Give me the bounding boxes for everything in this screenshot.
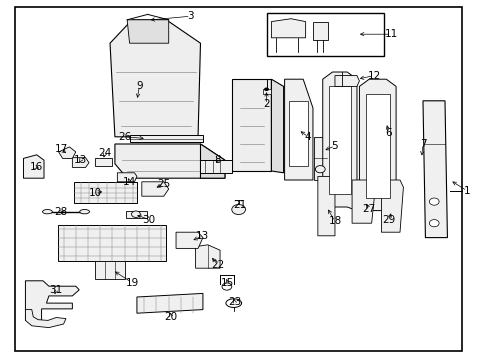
Circle shape xyxy=(315,166,325,173)
Polygon shape xyxy=(284,79,312,180)
Polygon shape xyxy=(72,158,89,167)
Text: 3: 3 xyxy=(187,11,194,21)
Text: 4: 4 xyxy=(304,132,311,142)
Text: 20: 20 xyxy=(164,312,177,322)
Polygon shape xyxy=(312,22,327,40)
Text: 9: 9 xyxy=(136,81,142,91)
Ellipse shape xyxy=(80,210,89,214)
Text: 23: 23 xyxy=(227,297,241,307)
Text: 19: 19 xyxy=(125,278,139,288)
Polygon shape xyxy=(313,137,326,180)
Circle shape xyxy=(131,211,140,217)
Polygon shape xyxy=(200,144,224,178)
Polygon shape xyxy=(129,135,203,142)
Bar xyxy=(263,89,270,94)
Polygon shape xyxy=(58,225,166,261)
Text: 31: 31 xyxy=(49,285,63,295)
Polygon shape xyxy=(25,281,79,320)
Polygon shape xyxy=(95,261,124,279)
Polygon shape xyxy=(288,101,307,166)
Polygon shape xyxy=(110,20,200,137)
Text: 28: 28 xyxy=(54,207,68,217)
Polygon shape xyxy=(127,20,168,43)
Text: 6: 6 xyxy=(385,128,391,138)
Text: 13: 13 xyxy=(196,231,209,241)
Text: 10: 10 xyxy=(89,188,102,198)
Polygon shape xyxy=(74,182,137,203)
Text: 8: 8 xyxy=(214,155,221,165)
Text: 7: 7 xyxy=(419,139,426,149)
Polygon shape xyxy=(232,79,271,171)
Polygon shape xyxy=(115,144,224,178)
Polygon shape xyxy=(176,232,203,248)
Polygon shape xyxy=(322,72,356,209)
Text: 2: 2 xyxy=(263,99,269,109)
Polygon shape xyxy=(422,101,447,238)
Polygon shape xyxy=(117,173,137,182)
Text: 13: 13 xyxy=(74,155,87,165)
Polygon shape xyxy=(126,211,146,218)
Circle shape xyxy=(231,204,245,215)
Polygon shape xyxy=(271,19,305,38)
Text: 5: 5 xyxy=(331,141,338,151)
Circle shape xyxy=(428,198,438,205)
Text: 12: 12 xyxy=(366,71,380,81)
Polygon shape xyxy=(142,182,168,196)
Polygon shape xyxy=(195,245,220,268)
Polygon shape xyxy=(381,180,403,232)
Polygon shape xyxy=(365,94,389,198)
Polygon shape xyxy=(23,155,44,178)
Polygon shape xyxy=(59,147,76,158)
Text: 29: 29 xyxy=(381,215,395,225)
Circle shape xyxy=(222,283,231,290)
Ellipse shape xyxy=(42,210,52,214)
Text: 1: 1 xyxy=(463,186,469,196)
Text: 30: 30 xyxy=(142,215,155,225)
Text: 27: 27 xyxy=(362,204,375,214)
Text: 11: 11 xyxy=(384,29,397,39)
Text: 26: 26 xyxy=(118,132,131,142)
Polygon shape xyxy=(199,160,232,173)
Polygon shape xyxy=(317,176,334,236)
Text: 18: 18 xyxy=(327,216,341,226)
Text: 16: 16 xyxy=(30,162,43,172)
Polygon shape xyxy=(328,86,350,194)
Circle shape xyxy=(264,87,268,91)
Circle shape xyxy=(428,220,438,227)
Text: 21: 21 xyxy=(232,200,246,210)
Polygon shape xyxy=(95,158,112,166)
Text: 15: 15 xyxy=(220,278,234,288)
Text: 14: 14 xyxy=(122,177,136,187)
Polygon shape xyxy=(334,76,359,86)
Bar xyxy=(266,13,383,56)
Polygon shape xyxy=(137,293,203,313)
Text: 17: 17 xyxy=(54,144,68,154)
Text: 25: 25 xyxy=(157,179,170,189)
Polygon shape xyxy=(359,79,395,212)
Text: 24: 24 xyxy=(98,148,112,158)
Polygon shape xyxy=(351,180,375,223)
Text: 22: 22 xyxy=(210,260,224,270)
Polygon shape xyxy=(25,310,66,328)
Polygon shape xyxy=(271,79,283,173)
